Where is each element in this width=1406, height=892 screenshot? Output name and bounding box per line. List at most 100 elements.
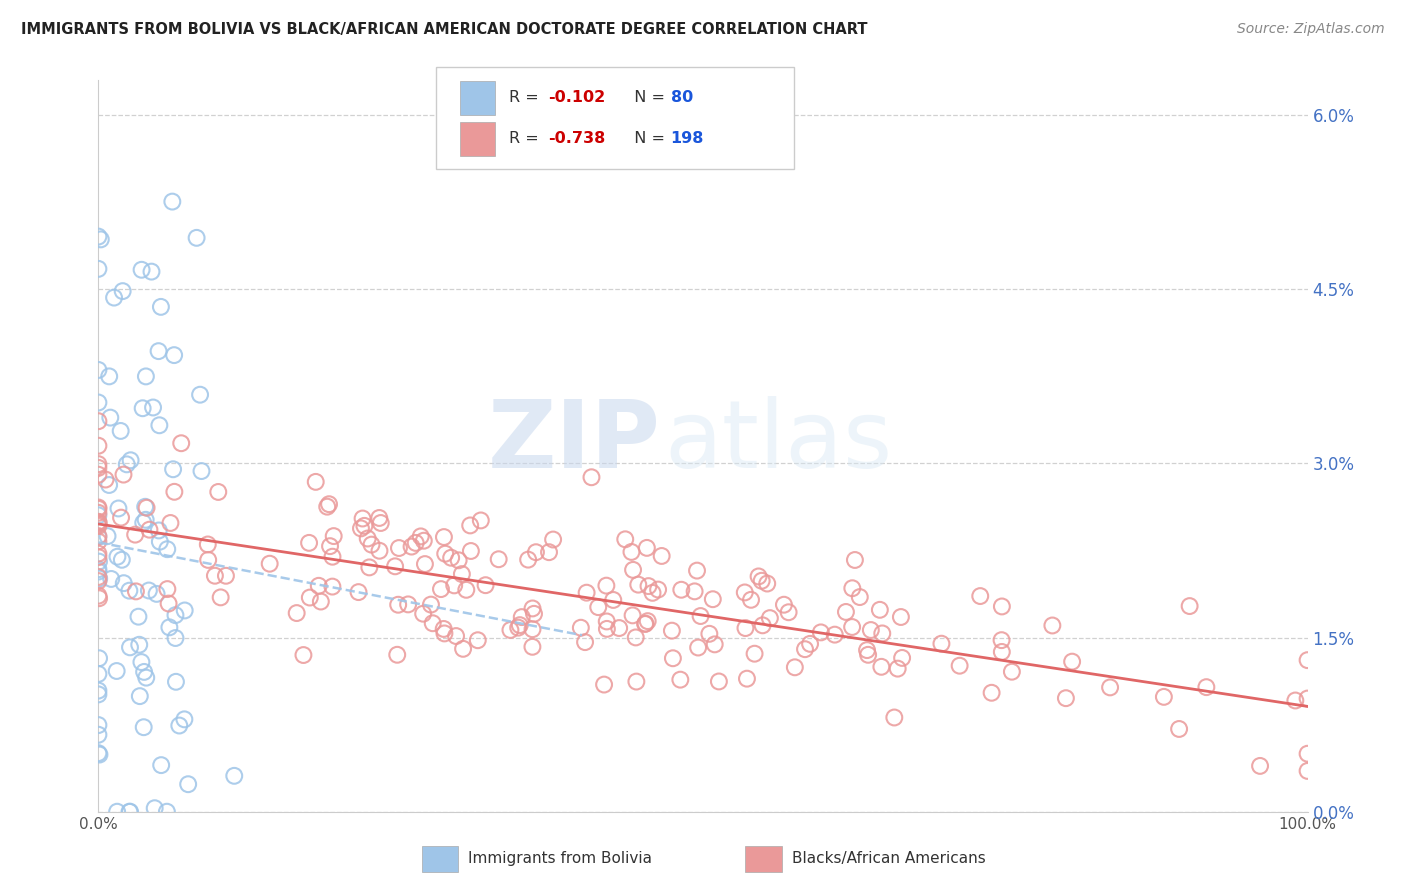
Point xyxy=(396,598,419,612)
Point xyxy=(87,517,110,532)
Text: IMMIGRANTS FROM BOLIVIA VS BLACK/AFRICAN AMERICAN DOCTORATE DEGREE CORRELATION C: IMMIGRANTS FROM BOLIVIA VS BLACK/AFRICAN… xyxy=(21,22,868,37)
Point xyxy=(891,651,914,665)
Text: R =: R = xyxy=(509,90,544,105)
Point xyxy=(688,640,710,655)
Point xyxy=(405,536,427,550)
Point xyxy=(112,467,135,482)
Point xyxy=(132,720,155,734)
Point xyxy=(980,686,1002,700)
Point xyxy=(87,718,110,732)
Point xyxy=(541,533,564,547)
Point xyxy=(1296,764,1319,778)
Point xyxy=(370,516,392,530)
Point xyxy=(634,616,657,631)
Point xyxy=(636,541,658,555)
Text: ZIP: ZIP xyxy=(488,396,661,488)
Point xyxy=(100,572,122,586)
Point xyxy=(128,689,150,703)
Point xyxy=(869,603,891,617)
Point xyxy=(621,563,644,577)
Point xyxy=(751,618,773,632)
Point xyxy=(702,592,724,607)
Point xyxy=(949,658,972,673)
Point xyxy=(115,458,138,472)
Point xyxy=(799,637,821,651)
Point xyxy=(620,545,643,559)
Text: N =: N = xyxy=(624,131,671,146)
Point xyxy=(824,627,846,641)
Point xyxy=(110,510,132,524)
Point xyxy=(87,508,110,523)
Point xyxy=(98,478,121,492)
Point xyxy=(120,453,142,467)
Point xyxy=(321,580,343,594)
Point xyxy=(87,728,110,742)
Point xyxy=(298,591,321,605)
Point xyxy=(1296,747,1319,761)
Point xyxy=(150,758,173,772)
Point xyxy=(810,625,832,640)
Point xyxy=(124,527,146,541)
Point xyxy=(173,603,195,617)
Point xyxy=(105,805,128,819)
Point xyxy=(118,583,141,598)
Point xyxy=(135,513,157,527)
Point xyxy=(156,805,179,819)
Point xyxy=(319,539,342,553)
Point xyxy=(474,578,496,592)
Point xyxy=(756,576,779,591)
Point xyxy=(87,746,110,760)
Point xyxy=(321,549,343,564)
Point xyxy=(522,601,544,615)
Point xyxy=(87,591,110,606)
Point xyxy=(1062,655,1084,669)
Point xyxy=(835,605,858,619)
Point xyxy=(309,594,332,608)
Point xyxy=(87,515,110,529)
Point xyxy=(637,614,659,628)
Point xyxy=(1296,653,1319,667)
Point xyxy=(778,605,800,619)
Point xyxy=(859,623,882,637)
Point xyxy=(135,671,157,685)
Point xyxy=(87,506,110,520)
Point xyxy=(699,627,721,641)
Point xyxy=(118,805,141,819)
Point xyxy=(87,530,110,544)
Point xyxy=(607,621,630,635)
Point xyxy=(87,500,110,515)
Point xyxy=(1040,618,1063,632)
Point xyxy=(1284,693,1306,707)
Point xyxy=(734,621,756,635)
Point xyxy=(1001,665,1024,679)
Point xyxy=(596,615,619,629)
Point xyxy=(87,529,110,543)
Point xyxy=(624,631,647,645)
Point xyxy=(316,500,339,514)
Point xyxy=(127,609,149,624)
Point xyxy=(224,769,246,783)
Point xyxy=(90,232,112,246)
Text: 80: 80 xyxy=(671,90,693,105)
Point xyxy=(87,457,110,471)
Point xyxy=(162,194,184,209)
Point xyxy=(596,622,619,636)
Point xyxy=(841,581,863,595)
Text: -0.738: -0.738 xyxy=(548,131,606,146)
Point xyxy=(148,524,170,538)
Point xyxy=(991,645,1014,659)
Point xyxy=(259,557,281,571)
Point xyxy=(107,549,129,564)
Point xyxy=(159,516,181,530)
Point xyxy=(162,462,184,476)
Point xyxy=(890,610,912,624)
Point xyxy=(384,559,406,574)
Point xyxy=(165,631,187,645)
Point xyxy=(134,500,156,514)
Point xyxy=(87,565,110,579)
Point xyxy=(145,587,167,601)
Point xyxy=(292,648,315,662)
Point xyxy=(197,553,219,567)
Point xyxy=(669,673,692,687)
Point xyxy=(430,582,453,596)
